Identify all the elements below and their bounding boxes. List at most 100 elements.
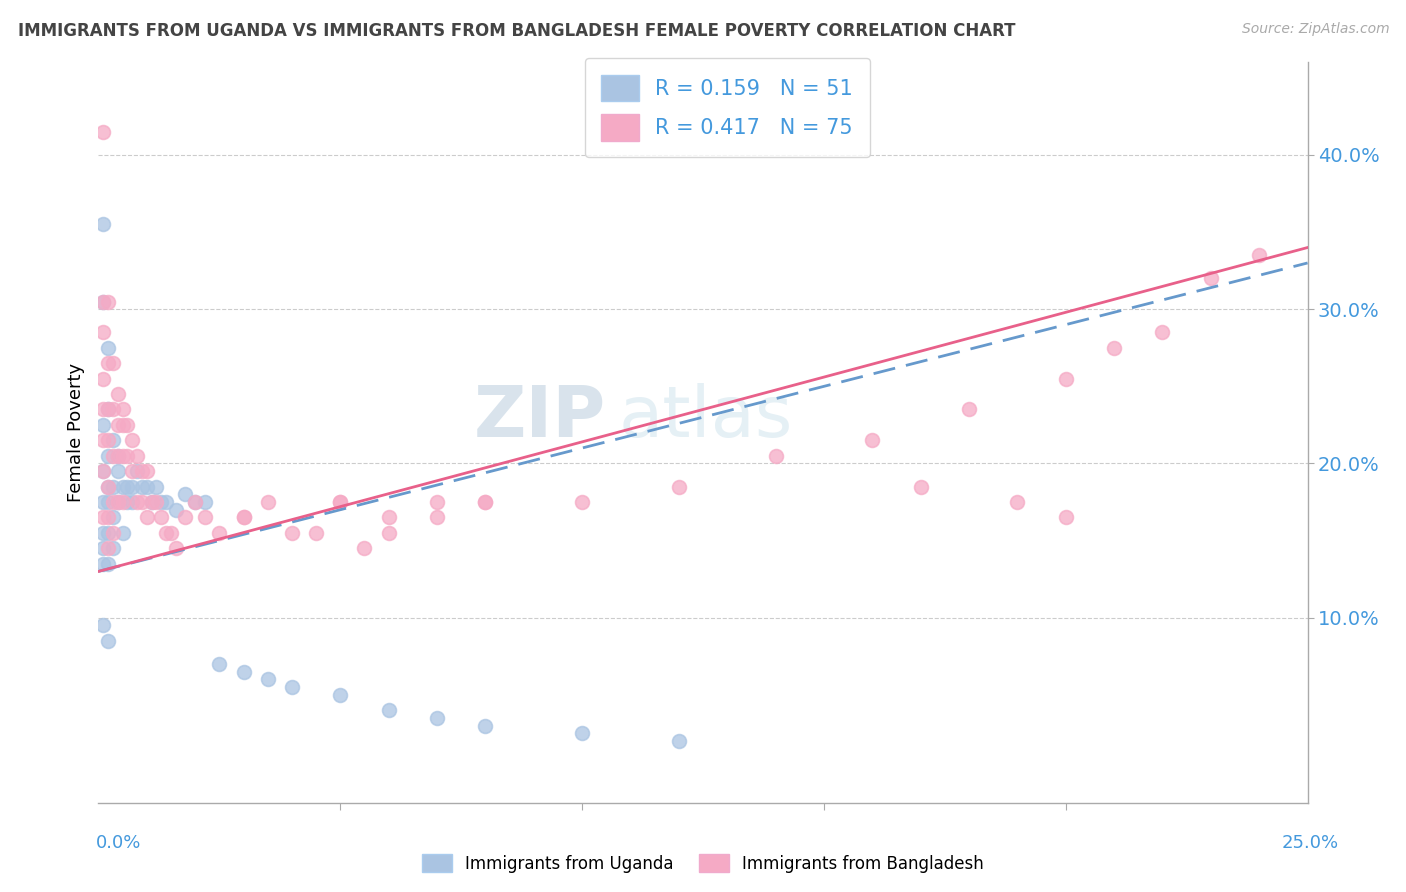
Point (232, 510, 254, 524)
Point (97, 294, 120, 309)
Point (1102, 341, 1125, 355)
Point (111, 449, 134, 463)
Point (1152, 326, 1174, 340)
Point (111, 525, 134, 540)
Point (1249, 248, 1271, 262)
Point (174, 510, 197, 524)
Point (101, 510, 124, 524)
Point (97, 480, 120, 494)
Point (101, 356, 124, 370)
Point (117, 495, 139, 509)
Point (91, 434, 114, 448)
Point (91, 417, 114, 432)
Point (208, 525, 231, 540)
Point (155, 525, 177, 540)
Point (127, 495, 149, 509)
Point (194, 510, 217, 524)
Point (1054, 371, 1077, 385)
Point (91, 557, 114, 571)
Point (91, 618, 114, 632)
Point (256, 495, 278, 509)
Point (474, 495, 496, 509)
Point (1054, 510, 1077, 524)
Point (91, 510, 114, 524)
Point (91, 294, 114, 309)
Point (107, 387, 129, 401)
Point (135, 510, 157, 524)
Point (97, 557, 120, 571)
Point (91, 402, 114, 417)
Point (174, 487, 197, 501)
Point (107, 495, 129, 509)
Point (353, 541, 375, 556)
Point (377, 510, 399, 524)
Point (426, 510, 449, 524)
Point (474, 719, 496, 733)
Point (141, 495, 163, 509)
Text: IMMIGRANTS FROM UGANDA VS IMMIGRANTS FROM BANGLADESH FEMALE POVERTY CORRELATION : IMMIGRANTS FROM UGANDA VS IMMIGRANTS FRO… (18, 22, 1015, 40)
Point (145, 480, 167, 494)
Point (117, 449, 139, 463)
Point (131, 495, 153, 509)
Point (101, 402, 124, 417)
Point (101, 480, 124, 494)
Point (91, 294, 114, 309)
Point (329, 495, 352, 509)
Point (97, 633, 120, 648)
Point (150, 495, 173, 509)
Point (91, 326, 114, 340)
Point (155, 495, 177, 509)
Point (91, 495, 114, 509)
Point (121, 480, 143, 494)
Point (107, 449, 129, 463)
Point (141, 495, 163, 509)
Point (426, 711, 449, 725)
Point (97, 480, 120, 494)
Point (281, 525, 304, 540)
Point (150, 510, 173, 524)
Point (97, 402, 120, 417)
Point (131, 480, 153, 494)
Point (184, 495, 207, 509)
Y-axis label: Female Poverty: Female Poverty (66, 363, 84, 502)
Point (165, 502, 187, 516)
Point (426, 495, 449, 509)
Point (194, 495, 217, 509)
Point (135, 480, 157, 494)
Point (117, 480, 139, 494)
Point (91, 371, 114, 385)
Point (111, 480, 134, 494)
Point (97, 510, 120, 524)
Point (571, 726, 593, 740)
Legend: R = 0.159   N = 51, R = 0.417   N = 75: R = 0.159 N = 51, R = 0.417 N = 75 (585, 58, 870, 157)
Text: ZIP: ZIP (474, 384, 606, 452)
Point (121, 464, 143, 478)
Point (571, 495, 593, 509)
Point (101, 541, 124, 556)
Point (91, 525, 114, 540)
Point (97, 525, 120, 540)
Point (329, 495, 352, 509)
Point (910, 480, 932, 494)
Point (184, 495, 207, 509)
Point (97, 341, 120, 355)
Point (107, 449, 129, 463)
Point (329, 688, 352, 702)
Point (97, 402, 120, 417)
Point (97, 495, 120, 509)
Point (165, 541, 187, 556)
Point (668, 734, 690, 748)
Point (91, 464, 114, 478)
Point (1199, 271, 1222, 285)
Point (117, 417, 139, 432)
Point (281, 680, 304, 694)
Point (97, 356, 120, 370)
Point (91, 218, 114, 232)
Point (107, 464, 129, 478)
Point (107, 495, 129, 509)
Point (101, 525, 124, 540)
Point (97, 434, 120, 448)
Point (111, 402, 134, 417)
Point (101, 449, 124, 463)
Point (91, 464, 114, 478)
